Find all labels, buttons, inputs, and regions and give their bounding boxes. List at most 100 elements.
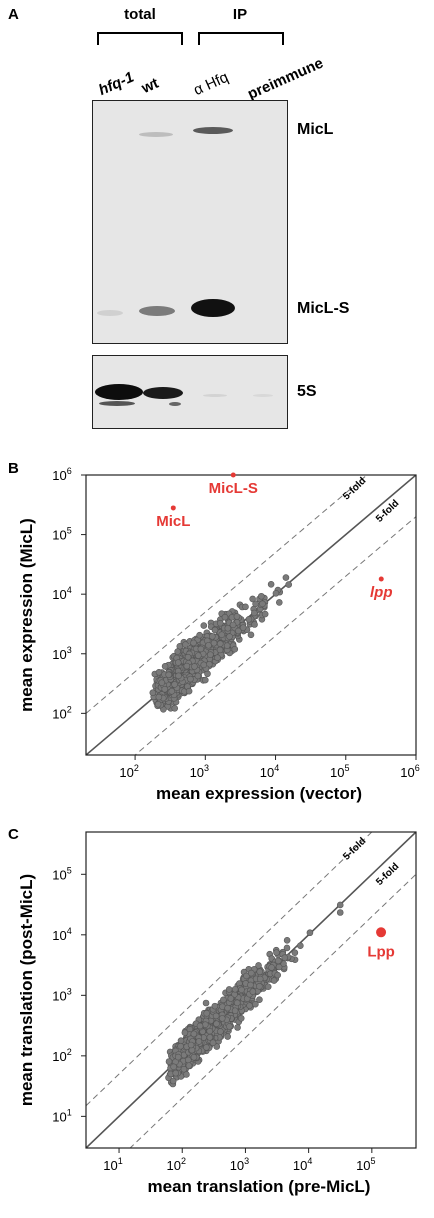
data-point [237, 1015, 245, 1022]
data-point [274, 957, 282, 965]
x-tick-label: 105 [330, 763, 349, 780]
band-micl-ip [193, 127, 233, 134]
data-point [275, 963, 283, 971]
data-point [171, 705, 179, 712]
data-point [171, 681, 178, 688]
data-point [281, 954, 289, 961]
data-point [174, 648, 181, 655]
bracket-total [97, 32, 183, 45]
fold-label-0: 5-fold [341, 476, 368, 503]
highlight-point-lpp [376, 927, 387, 938]
band-micls-hfq1 [97, 310, 123, 316]
data-point [209, 1039, 217, 1046]
data-point [174, 659, 182, 666]
data-point [197, 645, 205, 653]
data-point [243, 972, 250, 980]
data-point [202, 999, 210, 1007]
data-point [187, 675, 194, 683]
data-point [256, 996, 263, 1004]
band-5s-wt-lower [169, 402, 181, 406]
data-point [225, 986, 233, 993]
data-point [212, 1012, 220, 1020]
data-point [245, 615, 253, 623]
point-cloud [149, 574, 292, 713]
fold-label-1: 5-fold [374, 861, 401, 888]
plot-frame [85, 831, 417, 1149]
data-point [165, 671, 172, 679]
data-point [336, 901, 344, 909]
data-point [256, 968, 264, 976]
data-point [202, 676, 209, 684]
y-tick-label: 103 [52, 986, 71, 1003]
data-point [195, 652, 202, 659]
data-point [233, 999, 241, 1007]
x-tick-label: 104 [260, 763, 279, 780]
data-point [165, 1058, 173, 1065]
data-point [249, 988, 257, 995]
data-point [336, 909, 344, 916]
data-point [249, 595, 256, 603]
data-point [247, 631, 255, 639]
data-point [175, 672, 182, 680]
northern-blot-main [92, 100, 288, 344]
data-point [196, 1022, 204, 1030]
band-label-5s: 5S [297, 383, 317, 400]
band-5s-wt [143, 387, 183, 399]
data-point [194, 672, 202, 680]
data-point [258, 592, 265, 600]
data-point [205, 641, 212, 649]
data-point [227, 995, 235, 1002]
lane-label-hfq1: hfq-1 [96, 68, 137, 99]
data-point [235, 627, 242, 635]
data-point [273, 949, 280, 956]
data-point [214, 654, 221, 662]
data-point [185, 1062, 193, 1069]
data-point [239, 624, 247, 631]
data-point [285, 581, 292, 588]
data-point [196, 631, 203, 639]
reference-line-0 [86, 475, 416, 755]
point-cloud [165, 901, 344, 1088]
data-point [218, 631, 226, 639]
highlight-label-lpp: lpp [370, 584, 393, 601]
band-micl-wt [139, 132, 173, 137]
data-point [251, 609, 258, 617]
data-point [183, 662, 191, 670]
data-point [155, 668, 163, 676]
data-point [191, 663, 198, 670]
data-point [224, 1033, 231, 1040]
y-tick-label: 105 [52, 865, 71, 882]
band-micls-wt [139, 306, 175, 316]
data-point [200, 622, 208, 629]
x-tick-label: 104 [293, 1156, 312, 1173]
y-tick-label: 104 [52, 585, 71, 602]
group-label-total: total [124, 6, 156, 23]
band-micls-ip [191, 299, 235, 317]
highlight-point-micl-s [230, 472, 236, 478]
x-tick-label: 103 [230, 1156, 249, 1173]
x-tick-label: 106 [400, 763, 419, 780]
data-point [149, 689, 157, 697]
data-point [158, 679, 166, 686]
data-point [238, 986, 245, 994]
x-tick-label: 102 [166, 1156, 185, 1173]
data-point [168, 687, 176, 695]
data-point [207, 651, 214, 659]
data-point [154, 700, 162, 708]
y-tick-label: 102 [52, 1047, 71, 1064]
data-point [224, 624, 232, 632]
data-point [184, 1056, 192, 1064]
data-point [261, 610, 269, 618]
data-point [242, 603, 249, 611]
plot-frame [85, 474, 417, 756]
data-point [177, 1042, 184, 1050]
data-point [177, 1037, 185, 1044]
band-label-micl: MicL [297, 121, 334, 138]
data-point [203, 1010, 211, 1017]
data-point [209, 633, 216, 640]
data-point [182, 641, 189, 648]
data-point [259, 600, 266, 608]
data-point [218, 1015, 226, 1022]
reference-line-2 [134, 516, 416, 755]
